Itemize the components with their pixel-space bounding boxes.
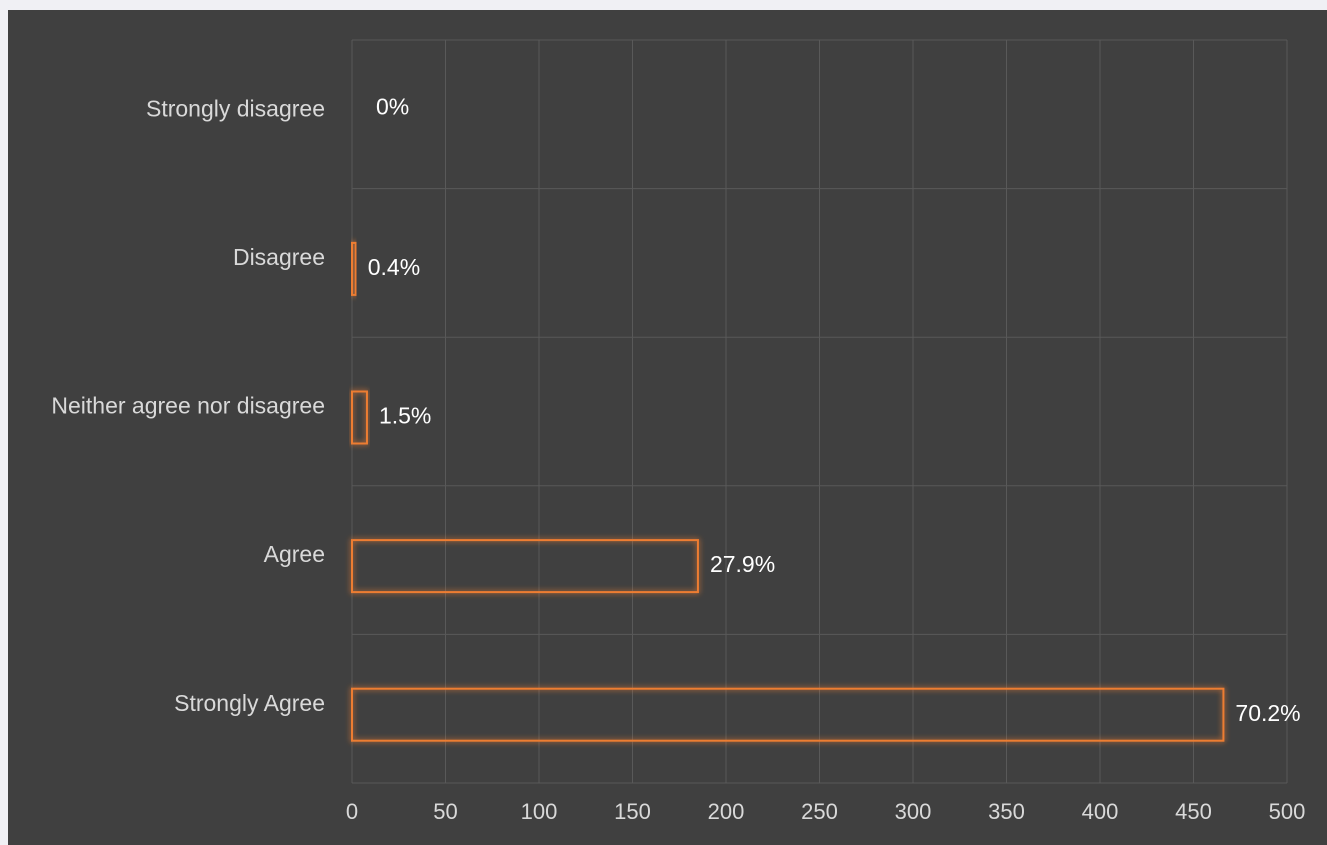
category-label: Strongly disagree <box>146 95 325 121</box>
x-tick-label: 450 <box>1175 799 1212 824</box>
bar <box>351 539 699 594</box>
category-label: Neither agree nor disagree <box>51 393 325 419</box>
category-label: Strongly Agree <box>174 690 325 716</box>
category-label: Agree <box>264 541 325 567</box>
x-tick-label: 150 <box>614 799 651 824</box>
bar <box>351 687 1225 742</box>
chart-panel: Strongly disagree Disagree Neither agree n… <box>8 10 1327 845</box>
x-tick-label: 200 <box>708 799 745 824</box>
data-label: 0% <box>376 93 409 119</box>
x-tick-label: 0 <box>346 799 358 824</box>
x-tick-label: 400 <box>1082 799 1119 824</box>
category-labels: Strongly disagree Disagree Neither agree n… <box>51 95 325 715</box>
data-label: 0.4% <box>368 254 420 280</box>
data-label: 27.9% <box>710 551 775 577</box>
grid <box>351 39 1288 784</box>
data-label: 1.5% <box>379 403 431 429</box>
bar <box>351 241 357 296</box>
x-tick-label: 500 <box>1269 799 1306 824</box>
x-tick-label: 250 <box>801 799 838 824</box>
x-tick-label: 50 <box>433 799 457 824</box>
data-labels: 0% 0.4% 1.5% 27.9% 70.2% <box>368 93 1301 725</box>
x-tick-label: 100 <box>521 799 558 824</box>
bar-chart: Strongly disagree Disagree Neither agree n… <box>51 39 1305 824</box>
bar <box>351 390 368 445</box>
category-label: Disagree <box>233 244 325 270</box>
bars <box>351 241 1225 742</box>
x-tick-label: 300 <box>895 799 932 824</box>
x-tick-label: 350 <box>988 799 1025 824</box>
x-axis-tick-labels: 0 50 100 150 200 250 300 350 400 450 500 <box>346 799 1305 824</box>
data-label: 70.2% <box>1235 700 1300 726</box>
